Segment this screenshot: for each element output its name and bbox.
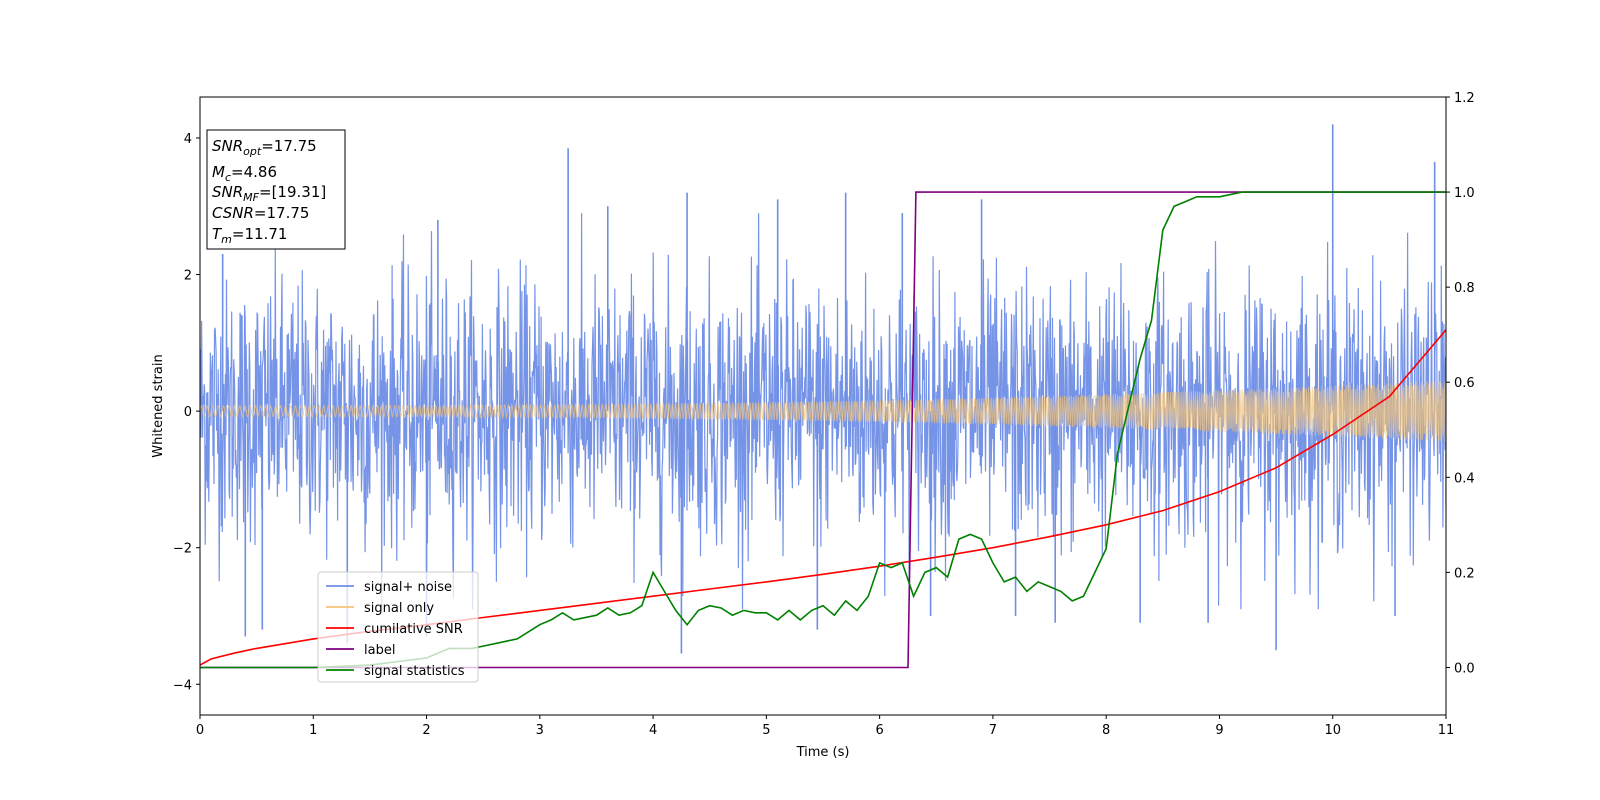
x-tick-label: 7: [989, 723, 997, 738]
y-right-tick-label: 0.2: [1454, 566, 1475, 581]
y-axis-label: Whitened strain: [151, 354, 166, 457]
series-label: [200, 191, 1446, 669]
legend-label: cumilative SNR: [364, 622, 463, 637]
x-tick-label: 5: [762, 723, 770, 738]
x-axis-label: Time (s): [796, 745, 850, 760]
info-box-frame: [206, 129, 346, 250]
y-left-tick-label: 2: [184, 269, 192, 284]
x-tick-label: 9: [1215, 723, 1223, 738]
x-tick-label: 6: [875, 723, 883, 738]
legend-entries: signal+ noise signal only cumilative SNR la…: [326, 580, 465, 679]
series-signal-statistics: [200, 191, 1446, 669]
y-right-tick-label: 0.4: [1454, 471, 1475, 486]
series-signal-noise: [200, 213, 1446, 610]
info-snr-opt: SNRopt=17.75: [212, 137, 317, 158]
info-mc: Mc=4.86: [212, 163, 277, 184]
legend-label: signal only: [364, 601, 434, 616]
x-tick-label: 2: [422, 723, 430, 738]
info-csnr: CSNR=17.75: [212, 204, 309, 222]
y-right-tick-label: 0.0: [1454, 661, 1475, 676]
legend-label: signal+ noise: [364, 580, 452, 595]
y-left-tick-label: −4: [173, 678, 192, 693]
x-tick-label: 10: [1324, 723, 1341, 738]
series-layer: [200, 124, 1446, 669]
y-right-tick-label: 0.8: [1454, 281, 1475, 296]
y-right-tick-label: 1.0: [1454, 186, 1475, 201]
x-tick-label: 1: [309, 723, 317, 738]
legend: signal+ noise signal only cumilative SNR la…: [317, 571, 479, 683]
legend-label: label: [364, 643, 395, 658]
x-tick-label: 11: [1438, 723, 1455, 738]
y-left-tick-label: −2: [173, 542, 192, 557]
y-left-tick-label: 0: [184, 405, 192, 420]
info-tm: Tm=11.71: [212, 225, 287, 246]
legend-label: signal statistics: [364, 664, 465, 679]
info-snr-mf: SNRMF=[19.31]: [212, 183, 326, 204]
y-right-tick-label: 0.6: [1454, 376, 1475, 391]
legend-frame: [317, 571, 479, 683]
info-box: SNRopt=17.75 Mc=4.86 SNRMF=[19.31] CSNR=…: [206, 129, 346, 250]
x-tick-label: 0: [196, 723, 204, 738]
series-cumilative-snr: [200, 329, 1446, 666]
x-tick-label: 4: [649, 723, 657, 738]
y-right-tick-label: 1.2: [1454, 91, 1475, 106]
y-left-tick-label: 4: [184, 132, 192, 147]
x-tick-label: 8: [1102, 723, 1110, 738]
series-signal-only: [200, 380, 1446, 442]
plot-frame: [199, 96, 1447, 716]
tick-layer: 0 1 2 3 4 5 6 7 8 9 10 11 −4 −2 0 2 4 0.0 0.2 0.4 0.6 0.8 1.0 1…: [173, 91, 1475, 738]
x-tick-label: 3: [536, 723, 544, 738]
